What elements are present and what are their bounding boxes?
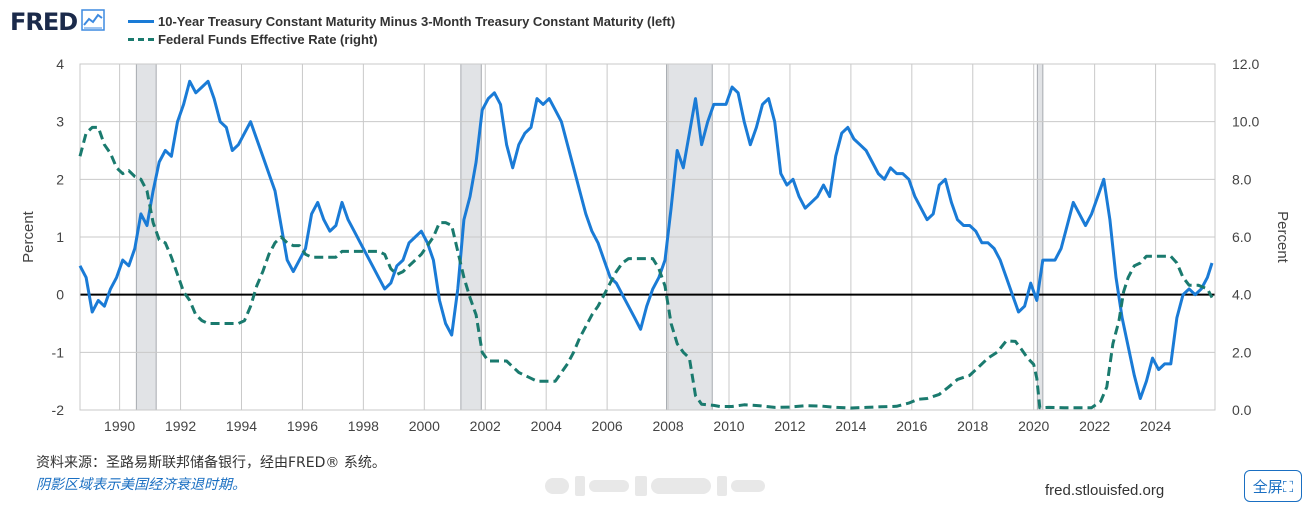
left-tick-label: 2 [56,171,64,187]
fullscreen-button[interactable]: 全屏⛶ [1244,470,1302,502]
left-tick-label: 3 [56,114,64,130]
chart-legend: 10-Year Treasury Constant Maturity Minus… [128,12,675,48]
right-tick-label: 6.0 [1232,229,1252,245]
x-tick-label: 2014 [835,418,866,434]
left-tick-label: -2 [52,402,65,418]
x-tick-label: 2024 [1140,418,1171,434]
right-tick-label: 12.0 [1232,56,1259,72]
x-tick-label: 1994 [226,418,257,434]
right-tick-label: 4.0 [1232,287,1252,303]
x-tick-label: 2018 [957,418,988,434]
x-tick-label: 2012 [774,418,805,434]
left-tick-label: 4 [56,56,64,72]
x-tick-label: 2008 [652,418,683,434]
x-tick-label: 2006 [592,418,623,434]
chart-line-icon [81,8,105,36]
legend-item-spread[interactable]: 10-Year Treasury Constant Maturity Minus… [128,12,675,30]
x-tick-label: 2000 [409,418,440,434]
plot-border [79,63,1216,411]
right-tick-label: 10.0 [1232,114,1259,130]
legend-swatch-solid [128,19,154,23]
x-tick-label: 2002 [470,418,501,434]
right-tick-label: 8.0 [1232,171,1252,187]
x-tick-label: 1992 [165,418,196,434]
x-tick-label: 2016 [896,418,927,434]
source-note: 资料来源：圣路易斯联邦储备银行，经由FRED® 系统。 [36,455,386,471]
x-tick-label: 2010 [713,418,744,434]
legend-item-fedfunds[interactable]: Federal Funds Effective Rate (right) [128,30,675,48]
left-tick-label: 0 [56,287,64,303]
right-axis-label: Percent [1274,211,1291,264]
logo-text: FRED [10,8,78,36]
x-tick-label: 1998 [348,418,379,434]
legend-swatch-dashed [128,37,154,41]
left-axis-label: Percent [20,210,37,263]
left-tick-label: -1 [52,344,65,360]
watermark-graphic [545,476,765,496]
x-tick-label: 2020 [1018,418,1049,434]
legend-label-spread: 10-Year Treasury Constant Maturity Minus… [158,13,676,29]
series-line-spread [78,79,1214,400]
line-chart[interactable]: -2 -1 0 1 2 3 4 0.0 2.0 4.0 6.0 8.0 10.0 12.0 1990 1992… [0,0,1313,445]
fred-logo[interactable]: FRED [10,8,105,36]
x-tick-label: 2004 [531,418,562,434]
recession-note: 阴影区域表示美国经济衰退时期。 [36,477,246,493]
right-tick-label: 0.0 [1232,402,1252,418]
right-tick-label: 2.0 [1232,344,1252,360]
x-tick-label: 2022 [1079,418,1110,434]
x-tick-label: 1990 [104,418,135,434]
site-url[interactable]: fred.stlouisfed.org [1045,482,1165,499]
series-line-fedfunds [78,125,1214,410]
left-tick-label: 1 [56,229,64,245]
legend-label-fedfunds: Federal Funds Effective Rate (right) [158,31,378,47]
x-tick-label: 1996 [287,418,318,434]
